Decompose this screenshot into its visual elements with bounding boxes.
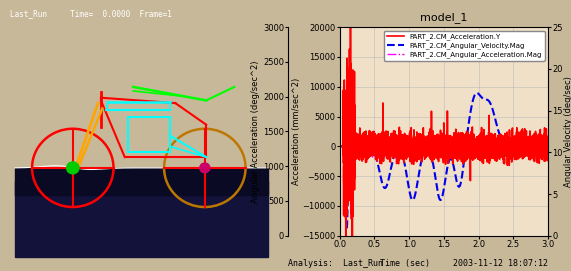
- Legend: PART_2.CM_Acceleration.Y, PART_2.CM_Angular_Velocity.Mag, PART_2.CM_Angular_Acce: PART_2.CM_Acceleration.Y, PART_2.CM_Angu…: [384, 31, 545, 60]
- Bar: [15, 168, 268, 195]
- Bar: [127, 117, 170, 152]
- Circle shape: [200, 163, 210, 173]
- Y-axis label: Angular Velocity (deg/sec): Angular Velocity (deg/sec): [564, 76, 571, 187]
- Circle shape: [67, 162, 79, 174]
- Bar: [15, 181, 268, 257]
- Text: Time (sec): Time (sec): [380, 259, 431, 268]
- Text: Last_Run     Time=  0.0000  Frame=1: Last_Run Time= 0.0000 Frame=1: [10, 9, 171, 18]
- Title: model_1: model_1: [420, 12, 468, 23]
- Y-axis label: Angular Acceleration (deg/sec^2): Angular Acceleration (deg/sec^2): [251, 60, 260, 203]
- Text: 2003-11-12 18:07:12: 2003-11-12 18:07:12: [453, 259, 548, 268]
- Y-axis label: Acceleration (mm/sec^2): Acceleration (mm/sec^2): [292, 78, 301, 185]
- Text: Analysis:  Last_Run: Analysis: Last_Run: [288, 259, 383, 268]
